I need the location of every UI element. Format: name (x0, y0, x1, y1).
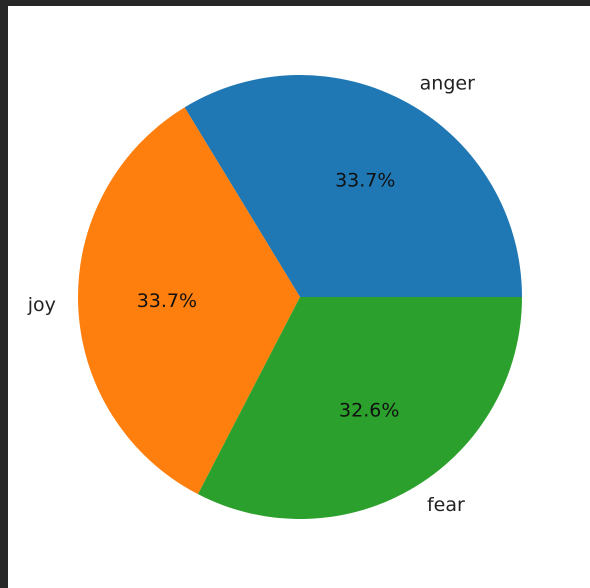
percent-label-fear: 32.6% (339, 399, 399, 421)
percent-label-anger: 33.7% (335, 169, 395, 191)
slice-label-fear: fear (427, 494, 465, 516)
percent-label-joy: 33.7% (137, 290, 197, 312)
pie-slice-fear (197, 297, 523, 520)
pie-slice-joy (78, 107, 300, 495)
slice-label-joy: joy (27, 294, 56, 316)
pie-slice-anger (184, 74, 522, 298)
slice-label-anger: anger (420, 73, 475, 95)
